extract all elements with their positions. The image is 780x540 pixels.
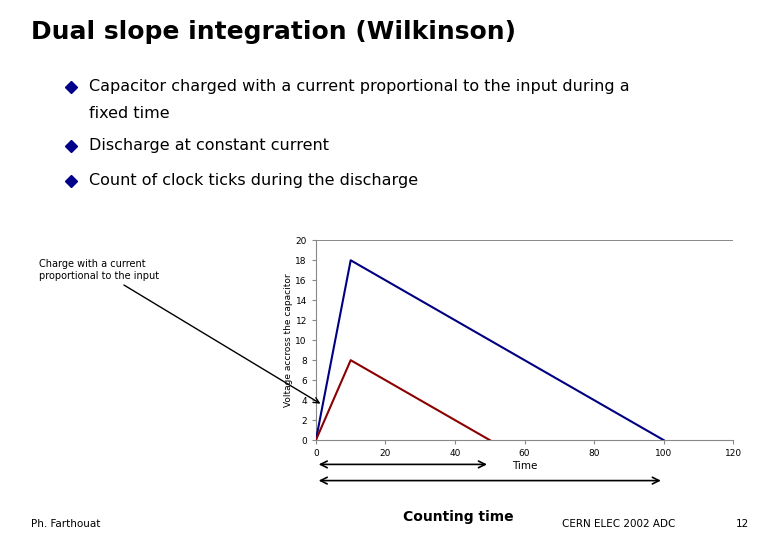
Text: Dual slope integration (Wilkinson): Dual slope integration (Wilkinson)	[31, 21, 516, 44]
Text: Ph. Farthouat: Ph. Farthouat	[31, 519, 101, 529]
Text: Counting time: Counting time	[403, 510, 514, 524]
X-axis label: Time: Time	[512, 461, 537, 471]
Text: fixed time: fixed time	[89, 106, 169, 121]
Text: Charge with a current
proportional to the input: Charge with a current proportional to th…	[39, 259, 319, 403]
Y-axis label: Voltage accross the capacitor: Voltage accross the capacitor	[284, 273, 292, 407]
Text: Capacitor charged with a current proportional to the input during a: Capacitor charged with a current proport…	[89, 79, 629, 94]
Text: CERN ELEC 2002 ADC: CERN ELEC 2002 ADC	[562, 519, 675, 529]
Text: Count of clock ticks during the discharge: Count of clock ticks during the discharg…	[89, 173, 418, 188]
Text: 12: 12	[736, 519, 749, 529]
Text: Discharge at constant current: Discharge at constant current	[89, 138, 328, 153]
